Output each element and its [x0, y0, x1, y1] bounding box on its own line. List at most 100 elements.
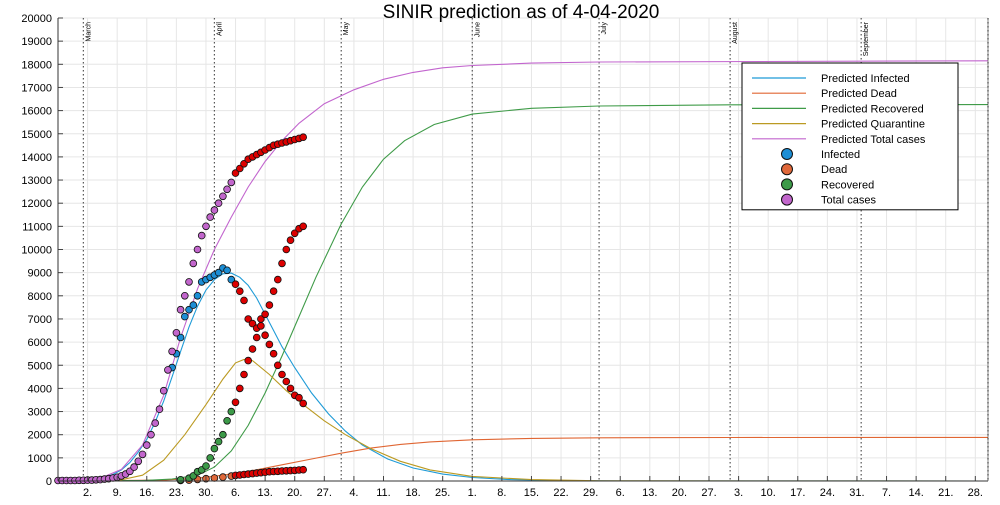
y-tick-label: 14000	[21, 152, 52, 164]
data-point-series-9	[240, 370, 248, 379]
data-point-series-5	[214, 268, 223, 277]
data-point-series-9	[282, 245, 291, 254]
y-tick-label: 6000	[28, 337, 52, 349]
data-point-series-8	[197, 231, 206, 240]
y-tick-label: 12000	[21, 198, 52, 210]
month-label: September	[863, 21, 870, 56]
data-point-series-5	[227, 275, 236, 284]
data-point-series-9	[244, 356, 253, 365]
x-tick-label: 4.	[349, 487, 358, 499]
x-tick-label: 7.	[882, 487, 891, 499]
x-tick-label: 16.	[139, 487, 154, 499]
data-point-series-8	[155, 405, 164, 414]
x-tick-label: 23.	[169, 487, 184, 499]
data-point-series-8	[189, 259, 198, 268]
data-point-series-6	[219, 473, 227, 481]
y-tick-label: 18000	[21, 59, 52, 71]
data-point-series-9	[269, 349, 278, 358]
x-tick-label: 13.	[257, 487, 272, 499]
legend-label: Predicted Total cases	[821, 134, 926, 146]
x-tick-label: 6.	[616, 487, 625, 499]
month-label: May	[343, 22, 350, 36]
y-tick-label: 17000	[21, 82, 52, 94]
x-tick-label: 31.	[849, 487, 864, 499]
data-point-series-7	[176, 475, 185, 484]
legend-swatch-marker	[781, 163, 793, 176]
data-point-series-8	[147, 430, 155, 439]
data-point-series-8	[227, 178, 236, 187]
data-point-series-8	[151, 419, 160, 427]
x-tick-label: 22.	[553, 487, 568, 499]
data-point-series-8	[181, 291, 189, 300]
x-tick-label: 27.	[701, 487, 716, 499]
data-point-series-8	[164, 366, 172, 374]
data-point-series-8	[202, 222, 210, 231]
series-line-3	[57, 358, 989, 482]
x-tick-label: 15.	[524, 487, 539, 499]
data-point-series-9	[252, 333, 261, 342]
data-point-series-9	[231, 398, 240, 407]
data-point-series-9	[248, 345, 257, 353]
data-point-series-8	[159, 386, 168, 395]
data-point-series-7	[214, 437, 223, 446]
legend-label: Total cases	[821, 195, 877, 207]
chart-title: SINIR prediction as of 4-04-2020	[383, 2, 660, 23]
month-label: March	[85, 22, 92, 42]
y-tick-label: 20000	[21, 13, 52, 25]
axes: 0 1000 2000 3000 4000 5000 6000 7000 8000 9000 100…	[21, 13, 989, 499]
data-point-series-8	[143, 441, 151, 449]
data-point-series-9	[290, 229, 299, 238]
x-tick-label: 2.	[83, 487, 92, 499]
data-point-series-9	[286, 384, 295, 393]
y-tick-label: 5000	[28, 360, 52, 372]
series-line-1	[57, 436, 989, 482]
data-point-series-9	[236, 384, 244, 393]
data-point-series-8	[176, 305, 185, 314]
data-point-series-9	[261, 331, 269, 340]
data-point-series-9	[231, 280, 240, 289]
data-point-series-9	[261, 310, 269, 319]
x-tick-label: 14.	[908, 487, 923, 499]
y-tick-label: 10000	[21, 245, 52, 257]
data-point-series-7	[206, 454, 215, 462]
data-point-series-9	[231, 169, 240, 177]
y-tick-label: 8000	[28, 291, 52, 303]
x-tick-label: 8.	[497, 487, 506, 499]
data-point-series-9	[236, 164, 244, 173]
data-point-series-9	[278, 370, 286, 379]
data-point-series-8	[185, 278, 193, 286]
data-point-series-9	[286, 236, 295, 245]
x-tick-label: 18.	[405, 487, 420, 499]
y-tick-label: 15000	[21, 129, 52, 141]
data-point-series-9	[240, 296, 248, 305]
data-point-series-5	[181, 312, 189, 321]
data-point-series-9	[295, 393, 303, 402]
y-tick-label: 7000	[28, 314, 52, 326]
data-point-series-8	[172, 328, 181, 337]
y-tick-label: 19000	[21, 36, 52, 48]
y-tick-label: 9000	[28, 268, 52, 280]
data-point-series-5	[189, 301, 198, 309]
data-point-series-9	[265, 340, 274, 349]
x-tick-label: 17.	[790, 487, 805, 499]
x-tick-label: 20.	[287, 487, 302, 499]
y-tick-label: 4000	[28, 383, 52, 395]
data-point-series-8	[130, 463, 138, 471]
y-tick-label: 16000	[21, 106, 52, 118]
x-tick-label: 25.	[435, 487, 450, 499]
data-point-series-9	[265, 301, 274, 309]
legend-swatch-marker	[781, 193, 793, 206]
data-point-series-9	[273, 275, 282, 284]
y-tick-label: 13000	[21, 175, 52, 187]
data-point-series-9	[269, 287, 278, 296]
data-point-series-8	[219, 192, 227, 201]
x-tick-label: 9.	[113, 487, 122, 499]
y-tick-label: 0	[46, 476, 52, 488]
data-point-series-9	[240, 160, 248, 168]
x-tick-label: 3.	[734, 487, 743, 499]
x-tick-label: 1.	[468, 487, 477, 499]
legend-swatch-marker	[781, 178, 793, 191]
legend: Predicted Infected Predicted Dead Predicte…	[741, 62, 959, 211]
data-point-series-6	[210, 474, 219, 482]
